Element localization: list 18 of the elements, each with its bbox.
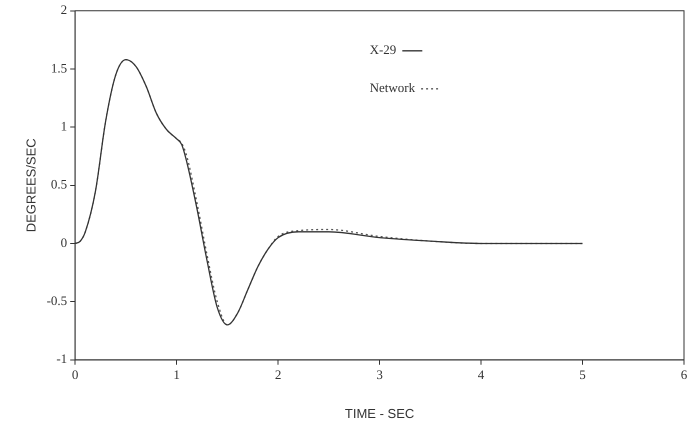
legend-label: X-29	[370, 42, 396, 58]
y-tick-label: 0.5	[50, 176, 68, 192]
legend-label: Network	[370, 80, 416, 96]
x-tick-label: 0	[72, 367, 78, 382]
x-axis-title: TIME - SEC	[344, 406, 414, 421]
y-tick-label: 1	[60, 118, 68, 134]
x-tick-label: 6	[680, 367, 688, 382]
x-tick-label: 2	[274, 367, 282, 382]
x-tick-label: 1	[173, 367, 180, 382]
y-tick-label: 0	[60, 234, 68, 250]
y-tick-label: -1	[56, 351, 68, 366]
y-axis-title: DEGREES/SEC	[23, 138, 38, 232]
x-tick-label: 5	[579, 367, 586, 382]
x-tick-label: 4	[478, 367, 485, 382]
x-tick-label: 3	[376, 367, 383, 382]
y-tick-label: -0.5	[46, 293, 68, 308]
y-tick-label: 1.5	[50, 60, 68, 76]
y-tick-label: 2	[60, 2, 68, 18]
